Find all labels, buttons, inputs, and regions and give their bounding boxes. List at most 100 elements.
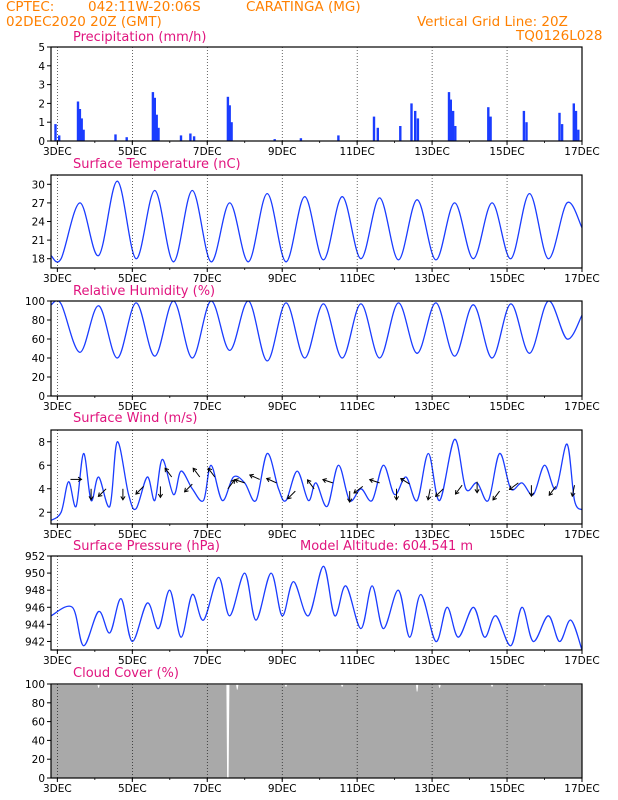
- humidity-xtick-label: 11DEC: [339, 401, 374, 413]
- precip-ytick-label: 4: [38, 61, 45, 73]
- cloud-xtick-label: 9DEC: [268, 783, 297, 795]
- wind-vector-head: [400, 478, 405, 483]
- wind-vector-head: [322, 478, 327, 484]
- precip-bar: [454, 126, 457, 141]
- temperature-ytick-label: 30: [32, 179, 45, 191]
- humidity-ytick-label: 60: [32, 334, 45, 346]
- precip-bar: [230, 122, 233, 141]
- precip-bar: [449, 99, 452, 141]
- wind-vector-head: [120, 496, 126, 501]
- wind-vector-head: [135, 490, 140, 495]
- humidity-ytick-label: 0: [38, 391, 45, 403]
- wind-vector-head: [233, 478, 239, 484]
- precip-ytick-label: 1: [38, 117, 45, 129]
- header-station: CARATINGA (MG): [246, 0, 361, 15]
- wind-vector-head: [286, 494, 292, 500]
- cloud-plot: [51, 684, 582, 778]
- wind-xtick-label: 5DEC: [118, 529, 147, 541]
- wind-vector-shaft: [266, 478, 277, 484]
- temperature-panel: Surface Temperature (nC) 18 21 24 27 30 3DEC 5D…: [32, 157, 600, 285]
- wind-title: Surface Wind (m/s): [73, 411, 197, 426]
- wind-vector-shaft: [548, 486, 557, 496]
- wind-vector-shaft: [164, 467, 173, 478]
- wind-vector-head: [548, 491, 554, 496]
- wind-vector-arrow: [286, 490, 296, 500]
- header-run-code: TQ0126L028: [516, 28, 603, 44]
- temperature-title: Surface Temperature (nC): [73, 157, 241, 172]
- wind-xtick-label: 9DEC: [268, 529, 297, 541]
- wind-vector-arrow: [306, 479, 315, 490]
- wind-vector-arrow: [508, 482, 519, 491]
- humidity-xtick-label: 7DEC: [193, 401, 222, 413]
- wind-vector-arrow: [265, 477, 277, 484]
- wind-frame: [50, 429, 583, 525]
- precip-bar: [76, 101, 80, 141]
- temperature-xtick-label: 9DEC: [268, 273, 297, 285]
- humidity-xtick-label: 17DEC: [564, 401, 599, 413]
- wind-vector-shaft: [369, 479, 380, 484]
- wind-vector-shaft: [435, 488, 444, 497]
- wind-vector-shaft: [427, 488, 431, 500]
- pressure-extra-label: Model Altitude: 604.541 m: [300, 539, 473, 554]
- wind-vector-arrow: [192, 467, 201, 478]
- temperature-ytick-label: 27: [32, 198, 45, 210]
- wind-xtick-label: 7DEC: [193, 529, 222, 541]
- precip-ytick-label: 3: [38, 80, 45, 92]
- precip-bar: [125, 137, 128, 141]
- temperature-xtick-label: 15DEC: [489, 273, 524, 285]
- wind-vector-head: [265, 477, 271, 483]
- pressure-xtick-label: 7DEC: [193, 655, 222, 667]
- cloud-area: [51, 684, 582, 778]
- header-coords: 042:11W-20:06S: [88, 0, 201, 15]
- temperature-xtick-label: 7DEC: [193, 273, 222, 285]
- wind-vector-head: [434, 492, 440, 498]
- wind-vector-arrow: [207, 467, 216, 478]
- precip-bar: [157, 127, 160, 141]
- precip-bar: [522, 110, 526, 141]
- humidity-xtick-label: 13DEC: [414, 401, 449, 413]
- temperature-xtick-label: 17DEC: [564, 273, 599, 285]
- humidity-series-line: [51, 301, 582, 362]
- header-grid-note: Vertical Grid Line: 20Z: [417, 14, 568, 30]
- pressure-xtick-label: 3DEC: [43, 655, 72, 667]
- precip-ytick-label: 2: [38, 98, 45, 110]
- wind-vector-arrow: [492, 490, 501, 501]
- header-source: CPTEC:: [6, 0, 55, 15]
- wind-vector-shaft: [184, 483, 193, 493]
- precip-xtick-label: 13DEC: [414, 146, 449, 158]
- precip-bar: [525, 122, 528, 141]
- humidity-ytick-label: 80: [32, 315, 45, 327]
- wind-vector-arrow: [135, 486, 144, 495]
- cloud-xtick-label: 7DEC: [193, 783, 222, 795]
- cloud-ytick-label: 40: [32, 735, 45, 747]
- cloud-frame: [50, 683, 583, 779]
- pressure-xtick-label: 17DEC: [564, 655, 599, 667]
- precip-bar: [299, 138, 303, 141]
- cloud-ytick-label: 80: [32, 698, 45, 710]
- wind-vector-arrow: [183, 483, 193, 493]
- cloud-ytick-label: 60: [32, 717, 45, 729]
- wind-vector-head: [353, 489, 359, 494]
- wind-vector-shaft: [234, 479, 245, 484]
- cloud-xtick-label: 13DEC: [414, 783, 449, 795]
- humidity-xtick-label: 5DEC: [118, 401, 147, 413]
- temperature-xtick-label: 13DEC: [414, 273, 449, 285]
- pressure-ytick-label: 942: [25, 636, 45, 648]
- pressure-ytick-label: 944: [25, 619, 45, 631]
- cloud-ytick-label: 20: [32, 754, 45, 766]
- wind-vector-head: [474, 489, 480, 494]
- wind-vector-head: [426, 495, 432, 501]
- wind-plot: [51, 438, 582, 522]
- precip-bar: [574, 110, 578, 141]
- precip-title: Precipitation (mm/h): [73, 30, 206, 45]
- wind-vector-head: [164, 467, 169, 473]
- wind-vector-head: [454, 489, 460, 495]
- wind-vector-head: [192, 467, 198, 473]
- wind-vector-arrow: [426, 488, 432, 501]
- wind-ytick-label: 4: [38, 484, 45, 496]
- wind-vector-shaft: [353, 485, 364, 494]
- wind-xtick-label: 15DEC: [489, 529, 524, 541]
- precip-xtick-label: 3DEC: [43, 146, 72, 158]
- humidity-frame: [50, 300, 583, 397]
